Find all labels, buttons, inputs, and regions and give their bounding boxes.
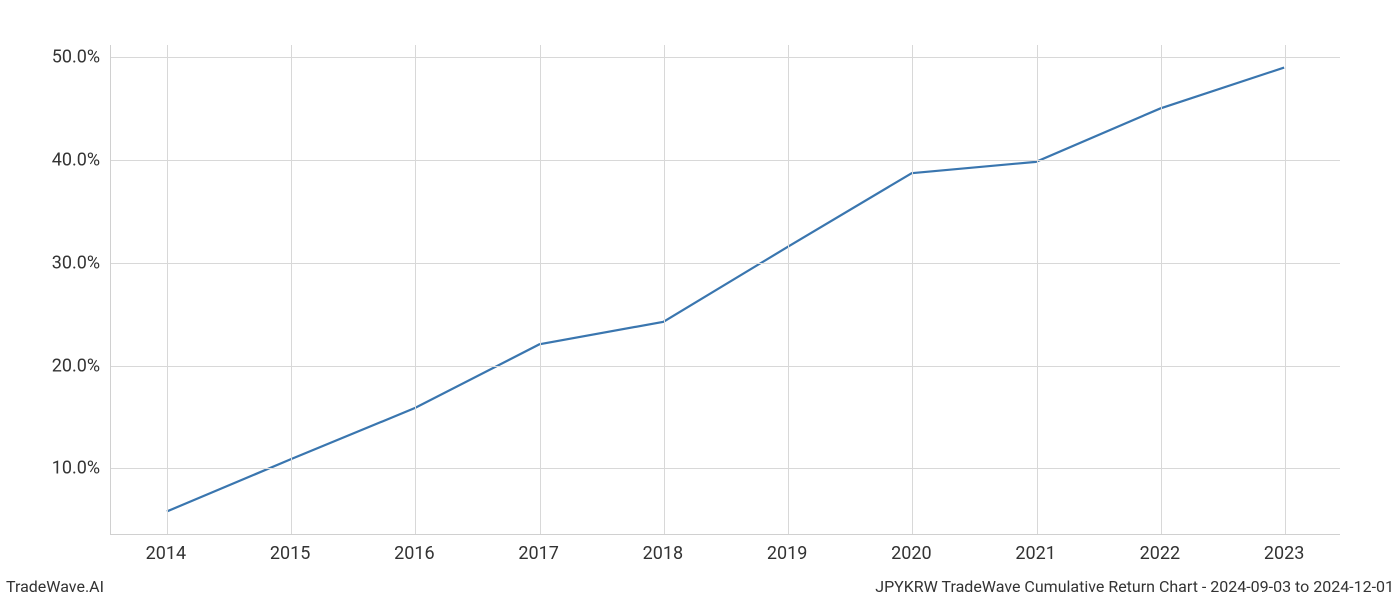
- x-tick-label: 2019: [767, 543, 807, 564]
- x-tick-label: 2018: [643, 543, 683, 564]
- line-series: [167, 68, 1284, 512]
- x-tick-label: 2020: [891, 543, 931, 564]
- x-tick-label: 2016: [394, 543, 434, 564]
- y-tick-label: 20.0%: [52, 355, 100, 376]
- x-tick-label: 2014: [146, 543, 186, 564]
- grid-line-horizontal: [111, 468, 1340, 469]
- x-tick-label: 2017: [518, 543, 558, 564]
- grid-line-horizontal: [111, 57, 1340, 58]
- plot-border: [110, 45, 1340, 535]
- x-tick-label: 2023: [1264, 543, 1304, 564]
- footer-left-label: TradeWave.AI: [6, 577, 104, 596]
- y-tick-label: 30.0%: [52, 252, 100, 273]
- grid-line-vertical: [1285, 45, 1286, 534]
- grid-line-vertical: [415, 45, 416, 534]
- y-tick-label: 50.0%: [52, 47, 100, 68]
- grid-line-vertical: [167, 45, 168, 534]
- grid-line-vertical: [664, 45, 665, 534]
- y-tick-label: 40.0%: [52, 150, 100, 171]
- grid-line-horizontal: [111, 263, 1340, 264]
- line-series-svg: [111, 45, 1340, 534]
- x-tick-label: 2022: [1140, 543, 1180, 564]
- x-tick-label: 2021: [1015, 543, 1055, 564]
- grid-line-horizontal: [111, 366, 1340, 367]
- grid-line-vertical: [788, 45, 789, 534]
- grid-line-vertical: [1037, 45, 1038, 534]
- chart-plot-area: [110, 45, 1340, 535]
- grid-line-vertical: [912, 45, 913, 534]
- grid-line-horizontal: [111, 160, 1340, 161]
- grid-line-vertical: [540, 45, 541, 534]
- grid-line-vertical: [291, 45, 292, 534]
- y-tick-label: 10.0%: [52, 458, 100, 479]
- grid-line-vertical: [1161, 45, 1162, 534]
- footer-right-label: JPYKRW TradeWave Cumulative Return Chart…: [875, 577, 1394, 596]
- x-tick-label: 2015: [270, 543, 310, 564]
